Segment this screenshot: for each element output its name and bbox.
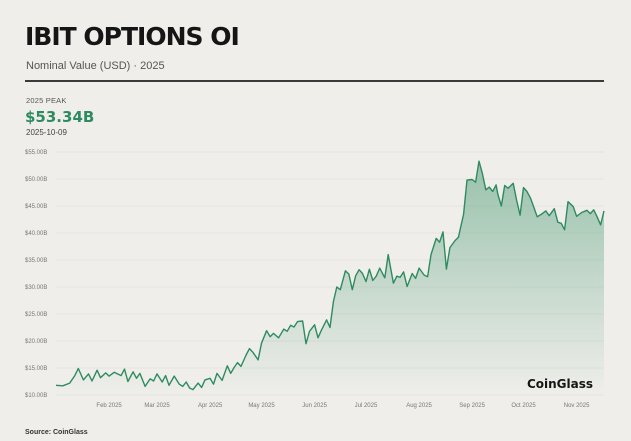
y-tick-label: $40.00B: [25, 231, 47, 237]
x-axis: Feb 2025 Mar 2025 Apr 2025 May 2025 Jun 2025…: [96, 403, 590, 409]
x-tick-label: Jul 2025: [355, 403, 378, 409]
series-line: [55, 160, 605, 391]
y-tick-label: $10.00B: [25, 393, 47, 399]
y-tick-label: $50.00B: [25, 177, 47, 183]
peak-date: 2025-10-09: [26, 128, 67, 137]
y-tick-label: $55.00B: [25, 150, 47, 156]
x-tick-label: Mar 2025: [144, 403, 170, 409]
series-area: [56, 161, 604, 395]
y-tick-label: $35.00B: [25, 258, 47, 264]
peak-label: 2025 PEAK: [26, 96, 67, 105]
y-tick-label: $15.00B: [25, 366, 47, 372]
x-tick-label: Nov 2025: [564, 403, 590, 409]
x-tick-label: Aug 2025: [406, 403, 432, 409]
x-tick-label: Jun 2025: [302, 403, 327, 409]
chart-subtitle: Nominal Value (USD) · 2025: [26, 60, 165, 72]
header-divider: [25, 80, 604, 82]
x-tick-label: Sep 2025: [459, 403, 485, 409]
y-tick-label: $20.00B: [25, 339, 47, 345]
peak-value: $53.34B: [25, 108, 95, 126]
y-tick-label: $45.00B: [25, 204, 47, 210]
y-tick-label: $25.00B: [25, 312, 47, 318]
x-tick-label: Oct 2025: [511, 403, 536, 409]
chart-title: IBIT OPTIONS OI: [25, 22, 240, 51]
x-tick-label: May 2025: [248, 403, 275, 409]
x-tick-label: Apr 2025: [198, 403, 223, 409]
source-note: Source: CoinGlass: [25, 429, 88, 436]
brand-logo: CoinGlass: [526, 377, 593, 391]
y-axis: $10.00B $15.00B $20.00B $25.00B $30.00B $35.0…: [25, 150, 47, 399]
y-tick-label: $30.00B: [25, 285, 47, 291]
x-tick-label: Feb 2025: [96, 403, 122, 409]
